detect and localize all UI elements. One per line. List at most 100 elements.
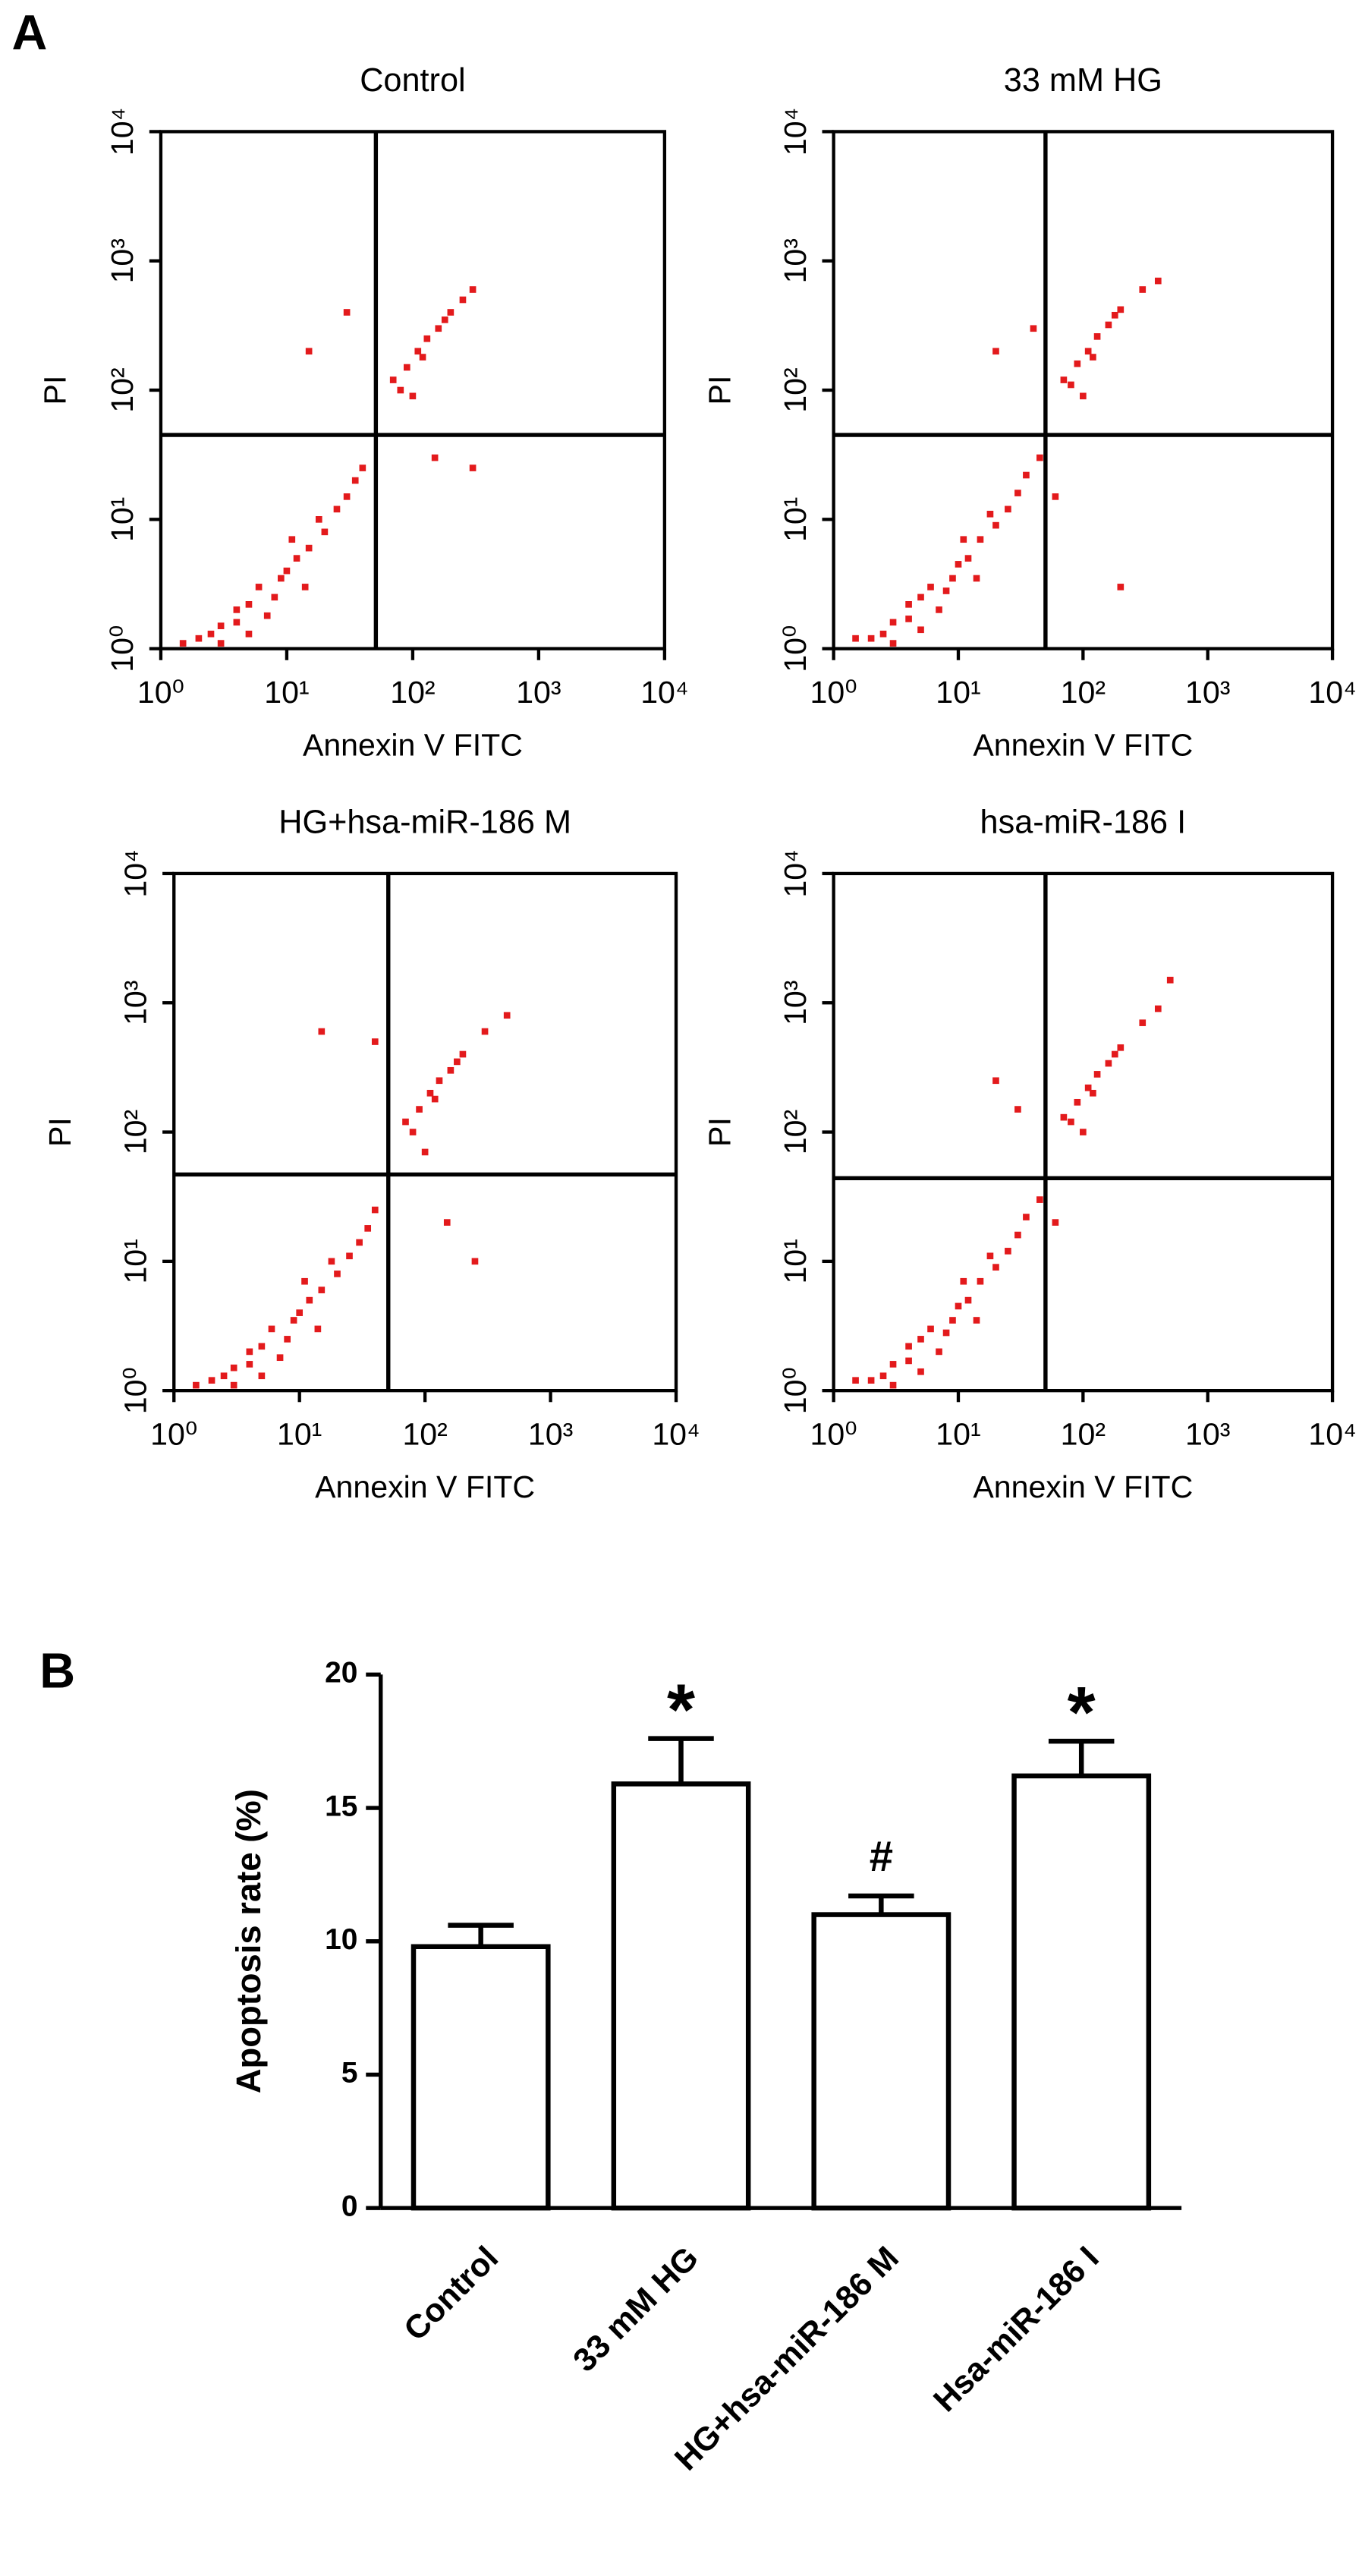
event-dot [1060, 376, 1068, 383]
event-dot [321, 528, 329, 536]
event-dot [454, 1058, 461, 1066]
event-dot [245, 630, 253, 638]
x-tick-label: 10⁰ [810, 1417, 857, 1452]
y-tick-label: 10³ [118, 981, 153, 1025]
event-dot [459, 296, 467, 304]
event-dot [986, 510, 994, 518]
event-dot [1014, 490, 1021, 496]
y-tick-label: 10³ [778, 238, 813, 283]
x-tick-label: 10⁰ [137, 675, 184, 710]
x-tick-label: HG+hsa-miR-186 M [668, 2240, 906, 2478]
y-tick-label: 10¹ [778, 497, 813, 542]
bar [611, 1781, 751, 2211]
event-dot [1139, 286, 1147, 293]
y-tick-label: 10⁴ [778, 108, 813, 156]
event-dot [179, 640, 187, 647]
event-dot [879, 630, 887, 638]
event-dot [986, 1252, 994, 1260]
event-dot [992, 1264, 999, 1271]
event-dot [889, 1361, 897, 1368]
event-dot [276, 1354, 284, 1362]
event-dot [301, 1277, 308, 1285]
bar [1011, 1773, 1152, 2211]
x-axis-label: Annexin V FITC [315, 1469, 535, 1504]
panel-label: A [12, 5, 48, 60]
event-dot [409, 1129, 417, 1135]
event-dot [1139, 1019, 1147, 1026]
x-tick-label: 33 mM HG [566, 2240, 705, 2379]
event-dot [195, 635, 203, 642]
event-dot [1093, 333, 1101, 340]
event-dot [403, 364, 410, 371]
y-tick-label: 10² [105, 367, 140, 412]
event-dot [1014, 1231, 1021, 1239]
event-dot [217, 640, 225, 647]
x-tick-label: Hsa-miR-186 I [926, 2240, 1106, 2419]
y-tick-label: 10³ [105, 238, 140, 283]
y-axis-label: PI [38, 376, 73, 405]
event-dot [852, 635, 859, 642]
x-tick-label: 10⁰ [810, 675, 857, 710]
event-dot [992, 348, 999, 355]
event-dot [1105, 321, 1112, 329]
event-dot [245, 601, 253, 608]
event-dot [905, 601, 912, 608]
event-dot [447, 1066, 455, 1074]
event-dot [431, 454, 439, 461]
event-dot [268, 1325, 275, 1333]
event-dot [1166, 976, 1174, 984]
x-tick-label: 10³ [528, 1417, 573, 1452]
event-dot [397, 386, 404, 394]
event-dot [1052, 493, 1059, 500]
event-dot [346, 1252, 353, 1260]
x-tick-label: 10⁴ [1308, 675, 1356, 710]
event-dot [443, 1219, 451, 1226]
y-tick-label: 10⁰ [118, 1367, 153, 1414]
event-dot [1084, 348, 1092, 355]
x-tick-label: 10⁴ [652, 1417, 700, 1452]
event-dot [1084, 1084, 1092, 1091]
event-dot [208, 1377, 215, 1384]
event-dot [1093, 1071, 1101, 1078]
y-tick-label: 10⁰ [105, 625, 140, 672]
event-dot [435, 325, 442, 332]
event-dot [423, 335, 431, 342]
event-dot [1117, 584, 1125, 590]
event-dot [416, 1106, 423, 1113]
event-dot [1060, 1113, 1068, 1121]
x-tick-label: 10³ [1185, 1417, 1230, 1452]
y-tick-label: 10⁰ [778, 1367, 813, 1414]
event-dot [1068, 1118, 1074, 1126]
event-dot [217, 622, 225, 629]
event-dot [283, 567, 291, 575]
event-dot [889, 1381, 897, 1389]
x-tick-label: 10⁴ [640, 675, 688, 710]
x-axis-label: Annexin V FITC [973, 1469, 1193, 1504]
event-dot [246, 1348, 253, 1356]
event-dot [421, 1148, 429, 1156]
event-dot [419, 354, 426, 361]
y-tick-label: 10³ [778, 981, 813, 1025]
event-dot [1105, 1060, 1112, 1067]
plot-frame [832, 871, 1335, 1393]
event-dot [1117, 306, 1125, 313]
bar [410, 1944, 551, 2211]
event-dot [296, 1309, 304, 1316]
y-axis-label: Apoptosis rate (%) [229, 1789, 268, 2093]
x-tick-label: 10¹ [264, 675, 309, 710]
event-dot [942, 1329, 950, 1337]
plot-title: Control [360, 62, 465, 99]
event-dot [1074, 1098, 1081, 1106]
event-dot [290, 1317, 297, 1324]
y-tick-label: 10² [778, 367, 813, 412]
event-dot [284, 1336, 291, 1343]
significance-mark: * [1068, 1673, 1096, 1753]
event-dot [949, 1317, 956, 1324]
event-dot [278, 575, 285, 582]
event-dot [1080, 392, 1087, 400]
y-tick-label: 10⁴ [778, 849, 813, 897]
x-tick-label: 10¹ [277, 1417, 322, 1452]
event-dot [917, 626, 924, 634]
event-dot [867, 635, 875, 642]
event-dot [955, 1302, 962, 1310]
